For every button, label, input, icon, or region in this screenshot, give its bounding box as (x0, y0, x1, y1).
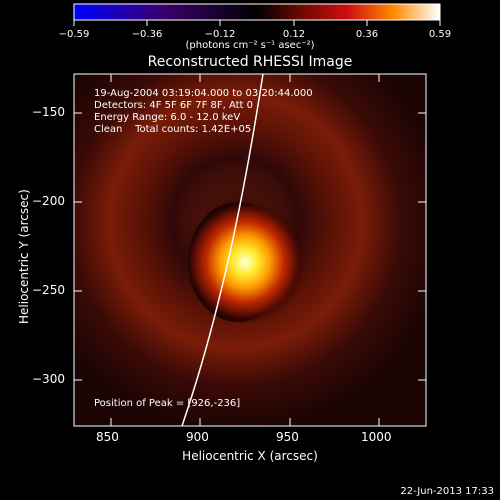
x-tick-label: 950 (276, 430, 299, 444)
x-tick-label: 850 (96, 430, 119, 444)
info-peak: Position of Peak = [926,-236] (94, 398, 241, 409)
y-tick-label: −200 (32, 194, 65, 208)
y-tick-label: −150 (32, 105, 65, 119)
colorbar-tick-label: 0.59 (428, 29, 452, 40)
footer-date: 22-Jun-2013 17:33 (400, 486, 494, 497)
info-time-range: 19-Aug-2004 03:19:04.000 to 03:20:44.000 (94, 88, 313, 99)
colorbar-tick-label: −0.59 (58, 29, 90, 40)
colorbar-tick-label: 0.12 (282, 29, 306, 40)
info-clean: Clean Total counts: 1.42E+05 (94, 124, 252, 135)
rhessi-image (74, 74, 426, 426)
y-axis-label: Heliocentric Y (arcsec) (17, 189, 31, 324)
info-energy: Energy Range: 6.0 - 12.0 keV (94, 112, 241, 123)
plot-frame (73, 73, 427, 427)
y-tick-label: −250 (32, 283, 65, 297)
colorbar (73, 3, 441, 21)
limb-curve (181, 74, 264, 426)
x-axis-ticks (110, 74, 380, 426)
x-axis-label: Heliocentric X (arcsec) (182, 449, 318, 463)
x-tick-label: 900 (186, 430, 209, 444)
info-detectors: Detectors: 4F 5F 6F 7F 8F, Att 0 (94, 100, 254, 111)
colorbar-tick-label: −0.36 (131, 29, 163, 40)
plot-title: Reconstructed RHESSI Image (147, 54, 353, 70)
colorbar-units: (photons cm⁻² s⁻¹ asec⁻²) (185, 40, 315, 51)
x-tick-label: 1000 (361, 430, 392, 444)
y-tick-label: −300 (32, 372, 65, 386)
colorbar-ticks (73, 20, 441, 26)
colorbar-tick-label: −0.12 (204, 29, 236, 40)
y-axis-ticks (74, 112, 426, 381)
colorbar-tick-label: 0.36 (355, 29, 379, 40)
